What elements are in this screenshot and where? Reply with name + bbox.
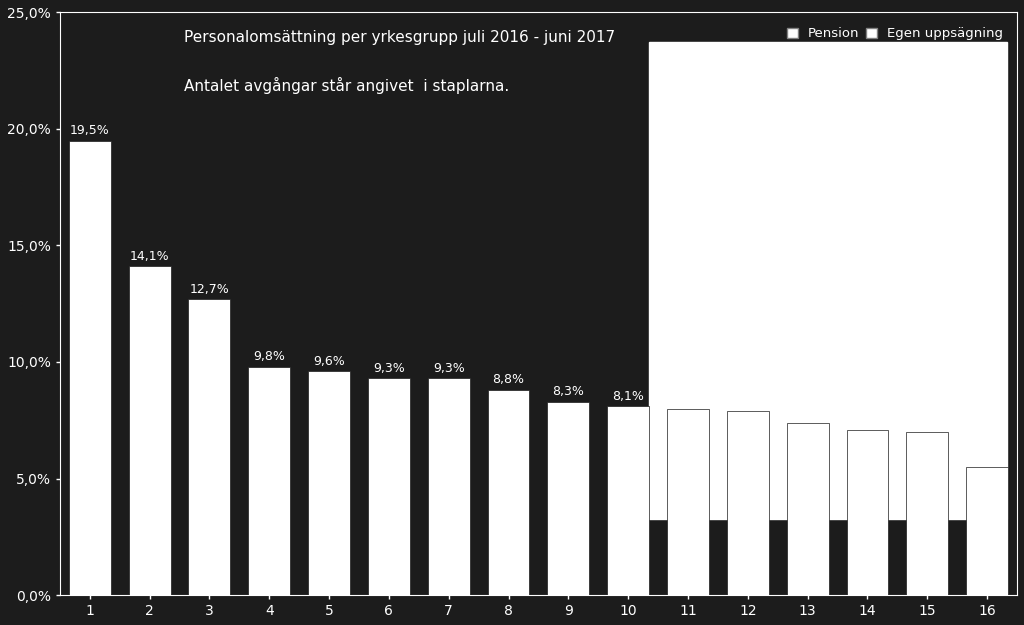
Bar [129, 266, 171, 595]
Text: 9,3%: 9,3% [433, 362, 465, 375]
Bar [248, 367, 290, 595]
Text: 9,3%: 9,3% [373, 362, 404, 375]
Bar [906, 432, 948, 595]
Text: 19,5%: 19,5% [70, 124, 110, 137]
Text: 9,6%: 9,6% [313, 355, 345, 368]
Text: 14,1%: 14,1% [130, 250, 169, 263]
Text: 12,7%: 12,7% [189, 282, 229, 296]
Text: 7,9%: 7,9% [732, 394, 764, 408]
Bar [428, 378, 470, 595]
Text: 7,4%: 7,4% [792, 406, 823, 419]
Text: 5,5%: 5,5% [971, 451, 1004, 463]
Text: 8,3%: 8,3% [552, 385, 585, 398]
Text: 8,1%: 8,1% [612, 390, 644, 402]
Bar [847, 429, 889, 595]
Bar [667, 409, 709, 595]
Bar [648, 42, 1008, 519]
Text: 9,8%: 9,8% [253, 350, 285, 363]
Bar [786, 422, 828, 595]
Bar [967, 467, 1008, 595]
Text: Personalomsättning per yrkesgrupp juli 2016 - juni 2017: Personalomsättning per yrkesgrupp juli 2… [184, 30, 615, 45]
Legend: Pension, Egen uppsägning: Pension, Egen uppsägning [781, 22, 1009, 46]
Text: Antalet avgångar står angivet  i staplarna.: Antalet avgångar står angivet i staplarn… [184, 76, 510, 94]
Bar [487, 390, 529, 595]
Bar [308, 371, 350, 595]
Bar [727, 411, 769, 595]
Text: 7,1%: 7,1% [852, 413, 884, 426]
Bar [188, 299, 230, 595]
Text: 7,0%: 7,0% [911, 416, 943, 428]
Bar [607, 406, 649, 595]
Text: 8,0%: 8,0% [672, 392, 705, 405]
Bar [69, 141, 111, 595]
Bar [548, 402, 589, 595]
Bar [368, 378, 410, 595]
Text: 8,8%: 8,8% [493, 374, 524, 386]
